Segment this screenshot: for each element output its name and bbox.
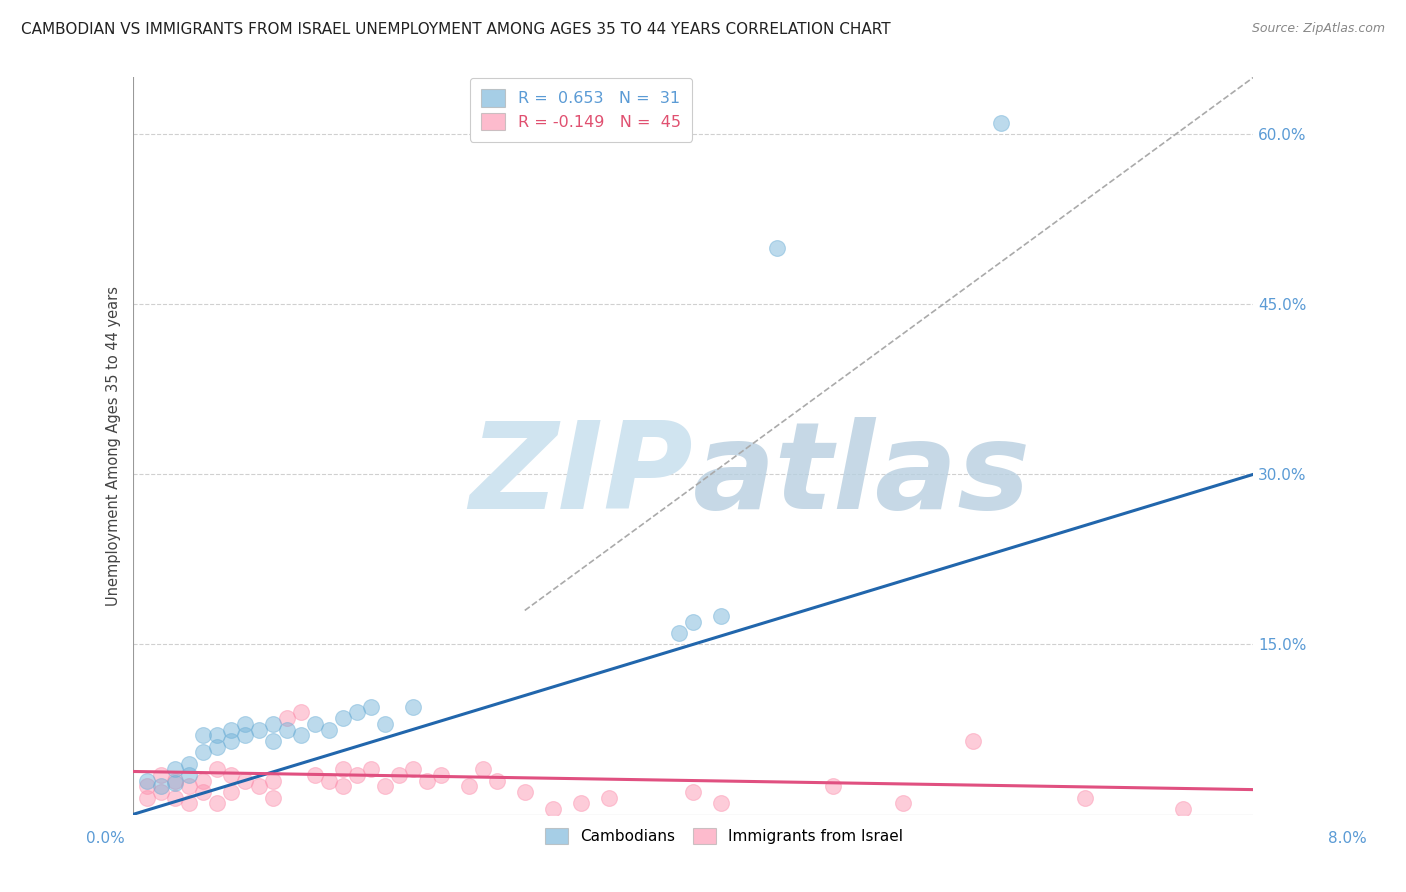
Point xyxy=(191,745,214,759)
Point xyxy=(177,796,200,810)
Point xyxy=(191,785,214,799)
Point xyxy=(135,779,157,793)
Point xyxy=(332,711,354,725)
Point xyxy=(163,790,186,805)
Point xyxy=(682,785,704,799)
Point xyxy=(513,785,536,799)
Point xyxy=(457,779,479,793)
Point xyxy=(149,785,172,799)
Point xyxy=(766,241,789,255)
Point xyxy=(205,796,228,810)
Point xyxy=(262,790,284,805)
Point xyxy=(569,796,592,810)
Point xyxy=(219,723,242,737)
Text: 8.0%: 8.0% xyxy=(1327,831,1367,846)
Point xyxy=(276,723,298,737)
Point xyxy=(149,779,172,793)
Point xyxy=(402,699,425,714)
Point xyxy=(262,734,284,748)
Y-axis label: Unemployment Among Ages 35 to 44 years: Unemployment Among Ages 35 to 44 years xyxy=(107,286,121,606)
Point xyxy=(205,728,228,742)
Point xyxy=(598,790,620,805)
Point xyxy=(205,739,228,754)
Text: 0.0%: 0.0% xyxy=(86,831,125,846)
Point xyxy=(891,796,914,810)
Point xyxy=(163,776,186,790)
Text: Source: ZipAtlas.com: Source: ZipAtlas.com xyxy=(1251,22,1385,36)
Point xyxy=(262,773,284,788)
Point xyxy=(163,762,186,776)
Point xyxy=(429,768,451,782)
Legend: R =  0.653   N =  31, R = -0.149   N =  45: R = 0.653 N = 31, R = -0.149 N = 45 xyxy=(470,78,692,142)
Point xyxy=(135,773,157,788)
Point xyxy=(149,768,172,782)
Text: ZIP: ZIP xyxy=(470,417,693,534)
Point xyxy=(374,779,396,793)
Point xyxy=(290,706,312,720)
Point xyxy=(318,723,340,737)
Text: atlas: atlas xyxy=(693,417,1031,534)
Point xyxy=(191,728,214,742)
Point xyxy=(990,116,1012,130)
Point xyxy=(346,768,368,782)
Point xyxy=(682,615,704,629)
Point xyxy=(1173,802,1195,816)
Point xyxy=(262,716,284,731)
Point xyxy=(247,723,270,737)
Point xyxy=(485,773,508,788)
Text: CAMBODIAN VS IMMIGRANTS FROM ISRAEL UNEMPLOYMENT AMONG AGES 35 TO 44 YEARS CORRE: CAMBODIAN VS IMMIGRANTS FROM ISRAEL UNEM… xyxy=(21,22,891,37)
Point xyxy=(304,768,326,782)
Point xyxy=(332,762,354,776)
Point xyxy=(219,768,242,782)
Point xyxy=(1074,790,1097,805)
Legend: Cambodians, Immigrants from Israel: Cambodians, Immigrants from Israel xyxy=(538,822,910,850)
Point xyxy=(332,779,354,793)
Point xyxy=(219,785,242,799)
Point xyxy=(415,773,437,788)
Point xyxy=(163,773,186,788)
Point xyxy=(821,779,844,793)
Point xyxy=(668,626,690,640)
Point xyxy=(177,768,200,782)
Point xyxy=(233,773,256,788)
Point xyxy=(318,773,340,788)
Point xyxy=(962,734,984,748)
Point xyxy=(402,762,425,776)
Point xyxy=(304,716,326,731)
Point xyxy=(233,728,256,742)
Point xyxy=(541,802,564,816)
Point xyxy=(191,773,214,788)
Point xyxy=(233,716,256,731)
Point xyxy=(219,734,242,748)
Point xyxy=(346,706,368,720)
Point xyxy=(360,762,382,776)
Point xyxy=(360,699,382,714)
Point xyxy=(290,728,312,742)
Point xyxy=(388,768,411,782)
Point xyxy=(710,796,733,810)
Point xyxy=(135,790,157,805)
Point xyxy=(177,779,200,793)
Point xyxy=(471,762,494,776)
Point xyxy=(276,711,298,725)
Point xyxy=(374,716,396,731)
Point xyxy=(205,762,228,776)
Point xyxy=(710,609,733,624)
Point xyxy=(247,779,270,793)
Point xyxy=(177,756,200,771)
